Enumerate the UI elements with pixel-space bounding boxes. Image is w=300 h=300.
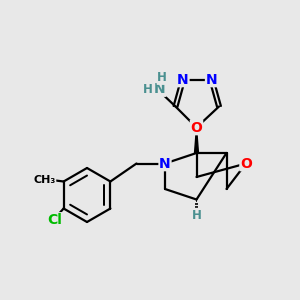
Text: N: N [154, 82, 166, 96]
Text: H: H [158, 71, 167, 84]
Text: O: O [190, 121, 202, 134]
Text: H: H [192, 208, 201, 222]
Text: N: N [206, 73, 217, 86]
Polygon shape [194, 128, 199, 153]
Text: N: N [177, 73, 189, 86]
Text: CH₃: CH₃ [34, 175, 56, 185]
Text: O: O [240, 157, 252, 170]
Text: H: H [143, 82, 153, 96]
Text: Cl: Cl [47, 213, 62, 227]
Text: N: N [159, 157, 171, 170]
